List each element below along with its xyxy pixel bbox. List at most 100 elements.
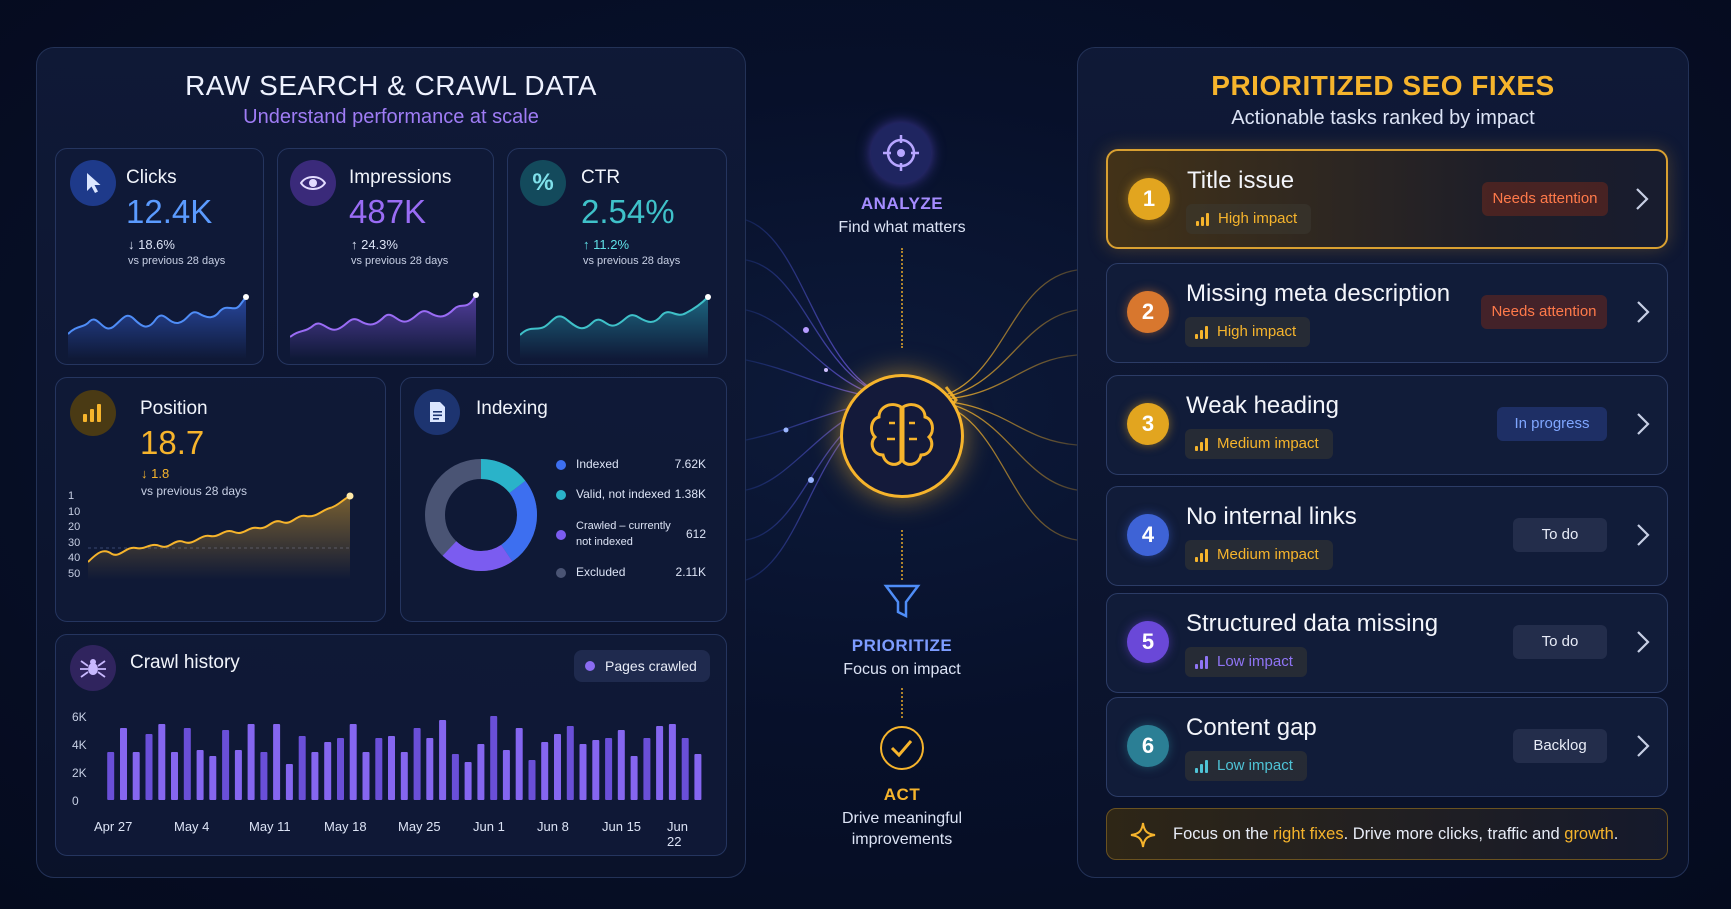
document-icon	[414, 389, 460, 435]
clicks-card[interactable]: Clicks 12.4K ↓ 18.6% vs previous 28 days	[55, 148, 264, 365]
percent-icon: %	[520, 160, 566, 206]
x-tick: Jun 22	[667, 819, 688, 849]
impact-badge: Low impact	[1185, 647, 1307, 677]
crawl-bar-chart	[107, 716, 702, 800]
chevron-right-icon[interactable]	[1634, 185, 1650, 213]
metric-delta: ↓ 1.8	[141, 466, 170, 481]
crawl-bar	[413, 728, 421, 800]
legend-label: Valid, not indexed	[576, 487, 671, 501]
focus-banner: Focus on the right fixes. Drive more cli…	[1106, 808, 1668, 860]
legend-value: 2.11K	[675, 565, 706, 579]
crawl-history-card[interactable]: Crawl history Pages crawled 6K 4K 2K 0 A…	[55, 634, 727, 856]
legend-value: 612	[685, 527, 706, 541]
impact-badge: High impact	[1186, 204, 1312, 234]
fix-row[interactable]: 4 No internal links Medium impact To do	[1106, 486, 1668, 586]
crawl-bar	[592, 740, 600, 800]
crawl-bar	[145, 734, 153, 800]
crawl-bar	[362, 752, 370, 800]
status-badge[interactable]: To do	[1513, 518, 1607, 552]
fix-row[interactable]: 2 Missing meta description High impact Need…	[1106, 263, 1668, 363]
indexing-donut	[425, 459, 537, 571]
prioritize-title: PRIORITIZE	[851, 636, 953, 655]
chevron-right-icon[interactable]	[1635, 410, 1651, 438]
crawl-bar	[298, 736, 306, 800]
crawl-bar	[541, 742, 549, 800]
legend-dot	[585, 661, 595, 671]
crawl-bar	[668, 724, 676, 800]
status-badge[interactable]: To do	[1513, 625, 1607, 659]
crawl-bar	[183, 728, 191, 800]
crawl-bar	[158, 724, 166, 800]
chevron-right-icon[interactable]	[1635, 298, 1651, 326]
metric-compare: vs previous 28 days	[141, 484, 248, 498]
act-subtitle-line1: Drive meaningful	[841, 810, 963, 827]
metric-delta: ↓ 18.6%	[128, 237, 175, 252]
indexing-label: Indexing	[476, 398, 548, 419]
indexing-card[interactable]: Indexing Indexed 7.62K Valid, not indexe…	[400, 377, 727, 622]
impact-label: Medium impact	[1217, 435, 1319, 452]
crawl-bar	[579, 744, 587, 800]
connector	[901, 248, 903, 348]
x-tick: May 11	[249, 819, 291, 834]
crawl-bar	[247, 724, 255, 800]
connector	[901, 530, 903, 580]
sparkle-icon	[1129, 821, 1157, 854]
x-tick: Jun 8	[537, 819, 569, 834]
status-badge[interactable]: Backlog	[1513, 729, 1607, 763]
prioritize-subtitle: Focus on impact	[843, 661, 961, 678]
y-tick: 4K	[72, 738, 87, 752]
chevron-right-icon[interactable]	[1635, 628, 1651, 656]
footer-text-part: .	[1613, 825, 1619, 843]
bar-chart-icon	[70, 390, 116, 436]
crawl-bar	[515, 728, 523, 800]
legend-dot	[556, 460, 566, 470]
status-badge[interactable]: Needs attention	[1482, 182, 1608, 216]
ctr-card[interactable]: % CTR 2.54% ↑ 11.2% vs previous 28 days	[507, 148, 727, 365]
metric-compare: vs previous 28 days	[583, 255, 681, 267]
y-tick: 30	[68, 536, 81, 549]
act-subtitle-line2: improvements	[851, 831, 953, 848]
impressions-card[interactable]: Impressions 487K ↑ 24.3% vs previous 28 …	[277, 148, 494, 365]
position-card[interactable]: Position 18.7 ↓ 1.8 vs previous 28 days …	[55, 377, 386, 622]
fix-title: Missing meta description	[1186, 280, 1451, 307]
chevron-right-icon[interactable]	[1635, 521, 1651, 549]
fix-row[interactable]: 6 Content gap Low impact Backlog	[1106, 697, 1668, 797]
y-tick: 2K	[72, 766, 87, 780]
chevron-right-icon[interactable]	[1635, 732, 1651, 760]
impressions-sparkline	[290, 292, 479, 359]
crawl-bar	[388, 736, 395, 800]
crawl-bar	[132, 752, 140, 800]
y-tick: 50	[68, 567, 81, 580]
impact-label: Low impact	[1217, 653, 1293, 670]
crawl-bar	[630, 756, 638, 800]
panel-title: PRIORITIZED SEO FIXES	[1211, 70, 1555, 101]
metric-compare: vs previous 28 days	[128, 255, 226, 267]
metric-label: Position	[140, 398, 208, 419]
footer-highlight: growth	[1564, 825, 1614, 843]
crawl-bar	[502, 750, 510, 800]
legend-dot	[556, 568, 566, 578]
fix-row[interactable]: 5 Structured data missing Low impact To do	[1106, 593, 1668, 693]
x-tick: May 25	[398, 819, 441, 834]
fix-title: Title issue	[1187, 167, 1295, 194]
crawl-bar	[120, 728, 127, 800]
crawl-bar	[694, 754, 702, 800]
fix-title: Content gap	[1186, 714, 1317, 741]
position-y-axis: 1 10 20 30 40 50	[68, 489, 80, 582]
fix-row[interactable]: 1 Title issue High impact Needs attention	[1106, 149, 1668, 249]
crawl-legend[interactable]: Pages crawled	[574, 650, 710, 682]
legend-dot	[556, 530, 566, 540]
clicks-sparkline	[68, 294, 249, 359]
crawl-bar	[643, 738, 651, 800]
fix-rank: 4	[1127, 514, 1169, 556]
x-tick: Jun 1	[473, 819, 505, 834]
eye-icon	[290, 160, 336, 206]
signal-bars-icon	[1195, 759, 1211, 773]
legend-label: Excluded	[576, 565, 626, 579]
status-badge[interactable]: Needs attention	[1481, 295, 1607, 329]
fix-row[interactable]: 3 Weak heading Medium impact In progress	[1106, 375, 1668, 475]
crawl-bar	[311, 752, 319, 800]
x-tick: Apr 27	[94, 819, 133, 834]
status-badge[interactable]: In progress	[1497, 407, 1607, 441]
fix-title: No internal links	[1186, 503, 1357, 530]
